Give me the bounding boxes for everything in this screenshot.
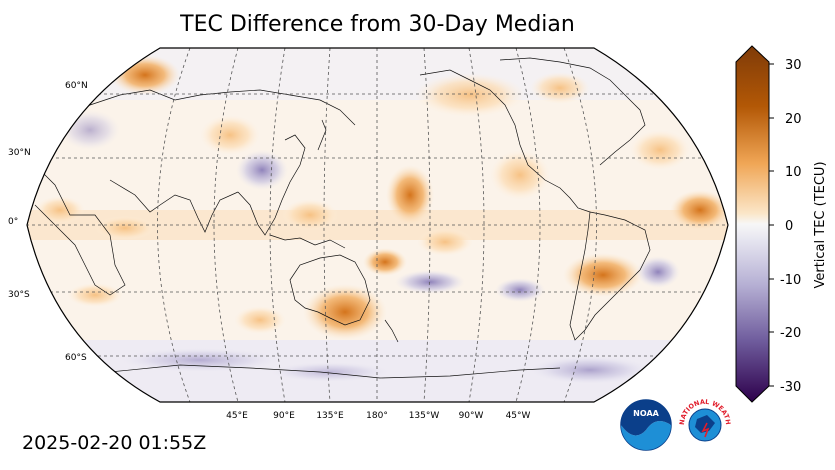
tec-field	[27, 48, 728, 402]
lat-label-30s: 30°S	[8, 290, 30, 300]
lat-label-60s: 60°S	[65, 353, 87, 363]
lat-label-0: 0°	[8, 217, 18, 227]
colorbar-tick-label: -10	[780, 273, 801, 288]
nws-logo: NATIONAL WEATHER SERVICE	[678, 398, 732, 450]
anomaly-atlantic	[670, 190, 728, 230]
globe-outline	[26, 47, 729, 403]
anomaly-australia	[303, 284, 387, 340]
lon-label-90e: 90°E	[273, 411, 295, 421]
colorbar-tick-label: 0	[785, 219, 793, 234]
lon-label-90w: 90°W	[459, 411, 484, 421]
lon-label-135w: 135°W	[409, 411, 440, 421]
colorbar-tick-label: -30	[780, 380, 801, 395]
colorbar-body	[735, 45, 770, 403]
graticule	[27, 48, 728, 402]
lon-label-180: 180°	[366, 411, 388, 421]
colorbar-tick-label: 20	[785, 112, 802, 127]
colorbar-label: Vertical TEC (TECU)	[813, 161, 828, 288]
noaa-logo-text: NOAA	[633, 409, 659, 418]
anomaly-china	[236, 150, 288, 190]
map-title: TEC Difference from 30-Day Median	[180, 12, 575, 37]
colorbar-tick-label: 10	[785, 165, 802, 180]
coastlines	[34, 57, 651, 379]
anomaly-central-pacific	[386, 165, 434, 225]
anomaly-south-atlantic	[636, 256, 680, 288]
lon-label-45w: 45°W	[506, 411, 531, 421]
timestamp: 2025-02-20 01:55Z	[22, 432, 207, 454]
anomaly-alaska	[415, 73, 525, 117]
noaa-logo: NOAA	[620, 399, 672, 451]
colorbar-tick-label: 30	[785, 58, 802, 73]
lon-label-45e: 45°E	[226, 411, 248, 421]
lon-label-135e: 135°E	[316, 411, 344, 421]
lat-label-30n: 30°N	[8, 148, 31, 158]
anomaly-south-america	[563, 253, 643, 297]
colorbar: 30 20 10 0 -10 -20 -30 Vertical TEC (TEC…	[735, 45, 828, 403]
colorbar-ticks	[769, 63, 774, 387]
colorbar-tick-label: -20	[780, 326, 801, 341]
lat-label-60n: 60°N	[65, 81, 88, 91]
